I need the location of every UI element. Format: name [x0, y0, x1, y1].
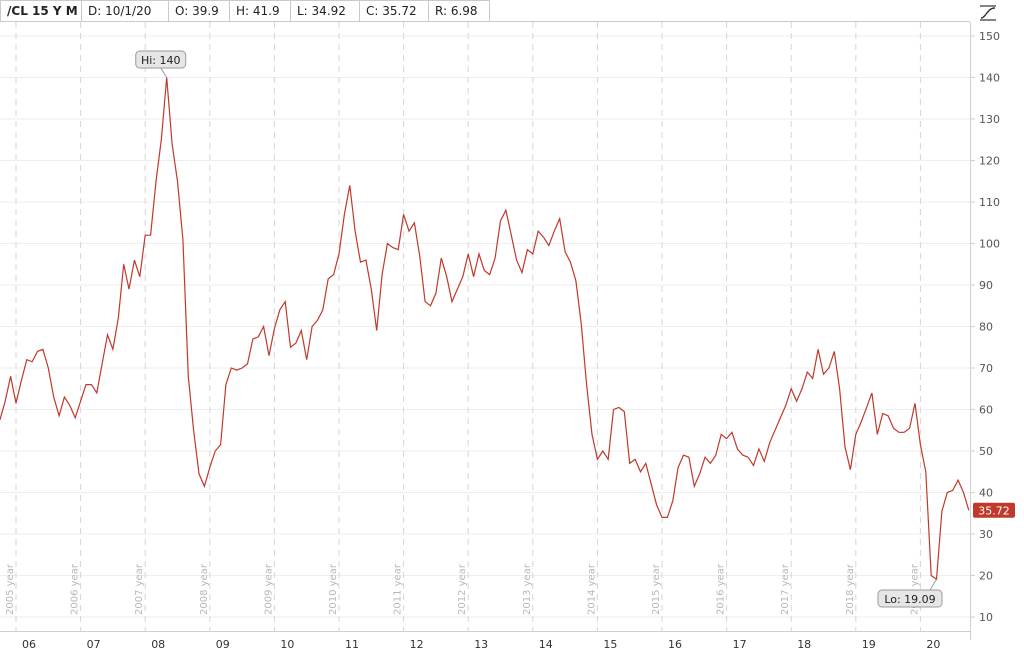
hi-callout-label: Hi: 140 — [141, 54, 181, 67]
x-tick-label: 13 — [474, 638, 488, 651]
x-tick-label: 11 — [345, 638, 359, 651]
y-tick-labels: 10 20 30 40 50 60 70 80 90 100 110 120 130 140 150 — [979, 30, 1000, 624]
lo-callout-label: Lo: 19.09 — [884, 593, 935, 606]
x-tick-label: 14 — [539, 638, 553, 651]
x-tick-label: 07 — [87, 638, 101, 651]
x-tick-label: 15 — [603, 638, 617, 651]
year-label: 2013 year — [522, 563, 533, 615]
hi-callout: Hi: 140 — [135, 50, 187, 78]
y-tick-label: 80 — [979, 321, 993, 334]
year-label: 2008 year — [199, 563, 210, 615]
y-tick-label: 90 — [979, 279, 993, 292]
y-tick-label: 30 — [979, 528, 993, 541]
lo-callout: Lo: 19.09 — [877, 579, 943, 608]
y-tick-label: 10 — [979, 611, 993, 624]
x-tick-label: 06 — [22, 638, 36, 651]
y-tick-label: 50 — [979, 445, 993, 458]
last-price-label: 35.72 — [978, 504, 1010, 517]
y-tick-label: 140 — [979, 72, 1000, 85]
x-tick-label: 12 — [410, 638, 424, 651]
year-label: 2012 year — [457, 563, 468, 615]
scale-toggle-button[interactable] — [976, 2, 1000, 24]
y-tick-label: 40 — [979, 487, 993, 500]
year-label: 2006 year — [70, 563, 81, 615]
x-tick-label: 19 — [862, 638, 876, 651]
x-tick-label: 20 — [926, 638, 940, 651]
header-filler — [490, 0, 970, 22]
last-price-badge: 35.72 — [973, 502, 1015, 518]
year-label: 2019 year — [909, 563, 920, 615]
y-tick-label: 110 — [979, 196, 1000, 209]
log-scale-icon — [980, 5, 996, 21]
x-tick-label: 08 — [151, 638, 165, 651]
year-label: 2018 year — [845, 563, 856, 615]
year-labels: 2005 year 2006 year 2007 year 2008 year 2009… — [5, 563, 920, 615]
year-label: 2017 year — [780, 563, 791, 615]
x-tick-labels: 06 07 08 09 10 11 12 13 14 15 16 17 18 19 20 — [22, 638, 940, 651]
open-readout: O: 39.9 — [169, 0, 230, 22]
x-tick-label: 16 — [668, 638, 682, 651]
year-label: 2007 year — [134, 563, 145, 615]
x-tick-label: 09 — [216, 638, 230, 651]
high-readout: H: 41.9 — [230, 0, 291, 22]
price-series-line — [0, 77, 970, 581]
y-tick-label: 120 — [979, 155, 1000, 168]
year-label: 2011 year — [393, 563, 404, 615]
grid-layer — [0, 22, 975, 631]
low-readout: L: 34.92 — [291, 0, 360, 22]
x-tick-label: 10 — [280, 638, 294, 651]
year-label: 2014 year — [586, 563, 597, 615]
year-label: 2016 year — [716, 563, 727, 615]
hi-callout-leader — [160, 67, 168, 78]
date-readout: D: 10/1/20 — [82, 0, 169, 22]
lo-callout-box — [877, 589, 943, 608]
x-tick-label: 17 — [733, 638, 747, 651]
y-tick-label: 130 — [979, 113, 1000, 126]
y-tick-label: 100 — [979, 238, 1000, 251]
y-tick-label: 60 — [979, 404, 993, 417]
y-tick-label: 70 — [979, 362, 993, 375]
series-layer — [0, 77, 970, 581]
year-label: 2009 year — [263, 563, 274, 615]
last-price-box — [973, 502, 1015, 518]
year-label: 2015 year — [651, 563, 662, 615]
close-readout: C: 35.72 — [360, 0, 429, 22]
year-label: 2005 year — [5, 563, 16, 615]
y-tick-label: 150 — [979, 30, 1000, 43]
range-readout: R: 6.98 — [429, 0, 490, 22]
x-tick-label: 18 — [797, 638, 811, 651]
lo-callout-leader — [929, 579, 937, 591]
year-label: 2010 year — [328, 563, 339, 615]
quote-header: /CL 15 Y M D: 10/1/20 O: 39.9 H: 41.9 L:… — [0, 0, 970, 22]
y-tick-label: 20 — [979, 570, 993, 583]
symbol-label[interactable]: /CL 15 Y M — [0, 0, 82, 22]
